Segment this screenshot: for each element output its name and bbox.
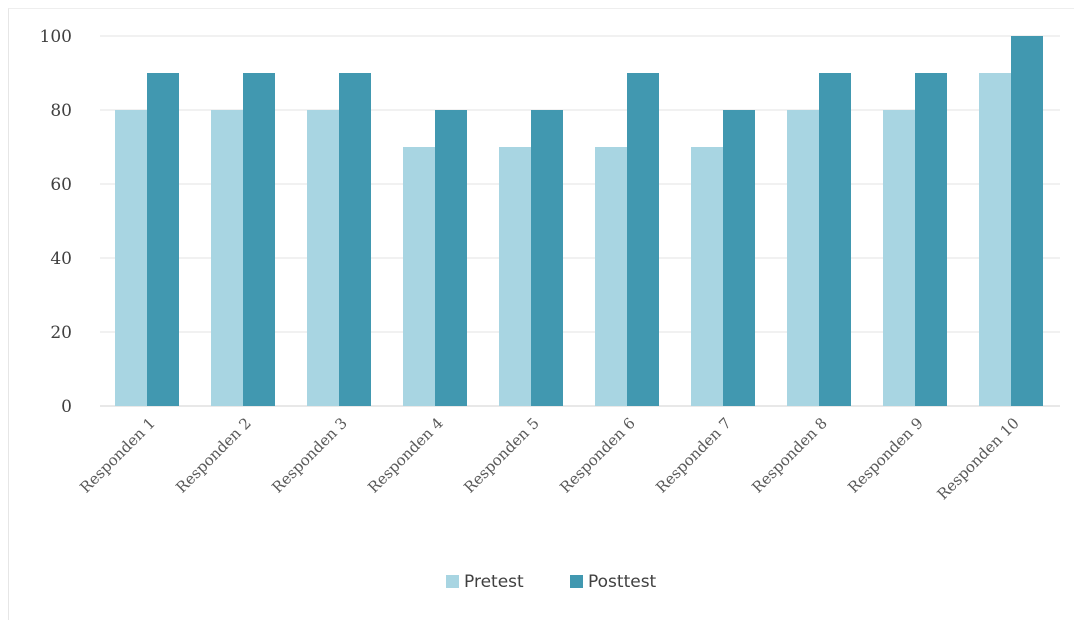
y-tick-label: 0 bbox=[61, 397, 72, 417]
chart-frame bbox=[8, 8, 1074, 620]
x-tick-label: Responden 7 bbox=[652, 414, 734, 496]
y-tick-label: 80 bbox=[50, 101, 72, 121]
x-axis-labels: Responden 1 Responden 2 Responden 3 Respond… bbox=[76, 414, 1022, 503]
legend: Pretest Posttest bbox=[446, 572, 657, 592]
bar-pretest-7 bbox=[691, 147, 723, 406]
y-tick-label: 20 bbox=[50, 323, 72, 343]
x-tick-label: Responden 6 bbox=[556, 414, 638, 496]
x-tick-label: Responden 2 bbox=[172, 414, 254, 496]
legend-label-pretest: Pretest bbox=[464, 572, 524, 592]
bars bbox=[115, 36, 1043, 406]
bar-posttest-10 bbox=[1011, 36, 1043, 406]
bar-pretest-9 bbox=[883, 110, 915, 406]
bar-posttest-3 bbox=[339, 73, 371, 406]
legend-label-posttest: Posttest bbox=[588, 572, 657, 592]
bar-pretest-10 bbox=[979, 73, 1011, 406]
bar-pretest-5 bbox=[499, 147, 531, 406]
y-tick-label: 100 bbox=[40, 27, 72, 47]
bar-posttest-9 bbox=[915, 73, 947, 406]
x-tick-label: Responden 4 bbox=[364, 414, 446, 496]
bar-posttest-1 bbox=[147, 73, 179, 406]
bar-pretest-6 bbox=[595, 147, 627, 406]
legend-swatch-pretest bbox=[446, 575, 459, 588]
bar-posttest-8 bbox=[819, 73, 851, 406]
bar-pretest-2 bbox=[211, 110, 243, 406]
x-tick-label: Responden 1 bbox=[76, 414, 158, 496]
y-tick-label: 40 bbox=[50, 249, 72, 269]
y-tick-label: 60 bbox=[50, 175, 72, 195]
x-tick-label: Responden 5 bbox=[460, 414, 542, 496]
bar-posttest-7 bbox=[723, 110, 755, 406]
bar-posttest-5 bbox=[531, 110, 563, 406]
x-tick-label: Responden 9 bbox=[844, 414, 926, 496]
y-axis: 0 20 40 60 80 100 bbox=[40, 27, 72, 417]
bar-pretest-3 bbox=[307, 110, 339, 406]
bar-pretest-8 bbox=[787, 110, 819, 406]
bar-pretest-4 bbox=[403, 147, 435, 406]
bar-posttest-4 bbox=[435, 110, 467, 406]
x-tick-label: Responden 8 bbox=[748, 414, 830, 496]
x-tick-label: Responden 3 bbox=[268, 414, 350, 496]
legend-swatch-posttest bbox=[570, 575, 583, 588]
bar-posttest-6 bbox=[627, 73, 659, 406]
bar-posttest-2 bbox=[243, 73, 275, 406]
x-tick-label: Responden 10 bbox=[934, 414, 1023, 503]
bar-pretest-1 bbox=[115, 110, 147, 406]
